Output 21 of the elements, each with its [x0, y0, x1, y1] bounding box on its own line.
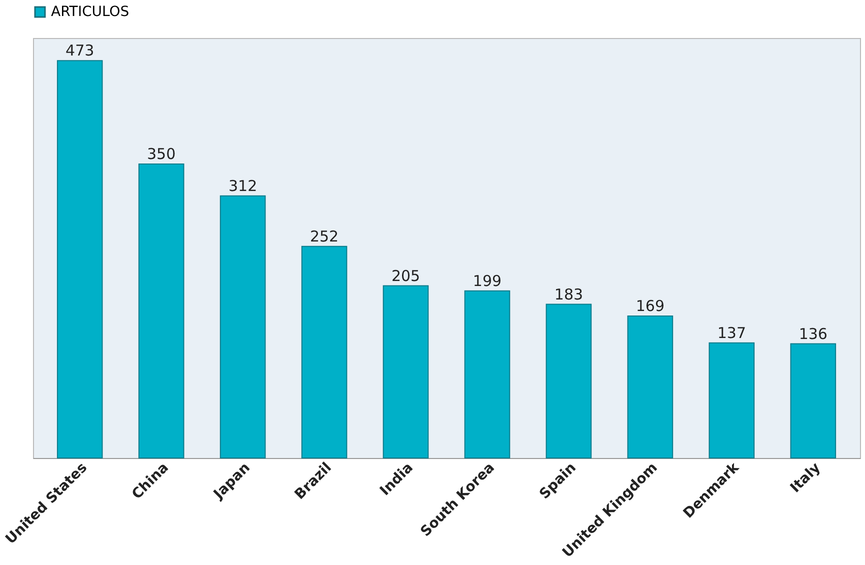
- bar: [464, 290, 510, 458]
- data-label: 183: [554, 285, 584, 304]
- bar: [708, 342, 755, 458]
- data-label: 137: [717, 324, 746, 342]
- bar: [56, 60, 103, 458]
- data-label: 199: [472, 272, 502, 290]
- data-label: 312: [228, 176, 258, 195]
- data-label: 205: [391, 266, 420, 285]
- legend-label: ARTICULOS: [51, 4, 130, 20]
- bar: [627, 316, 674, 458]
- bar: [790, 343, 836, 458]
- bar: [220, 195, 266, 458]
- data-label: 169: [636, 297, 665, 316]
- bar: [138, 164, 184, 458]
- bar: [382, 285, 429, 458]
- data-label: 136: [798, 324, 828, 343]
- bar: [301, 246, 348, 458]
- bar: [546, 304, 592, 458]
- data-label: 473: [66, 42, 94, 60]
- data-label: 252: [310, 227, 339, 246]
- data-label: 350: [147, 145, 176, 163]
